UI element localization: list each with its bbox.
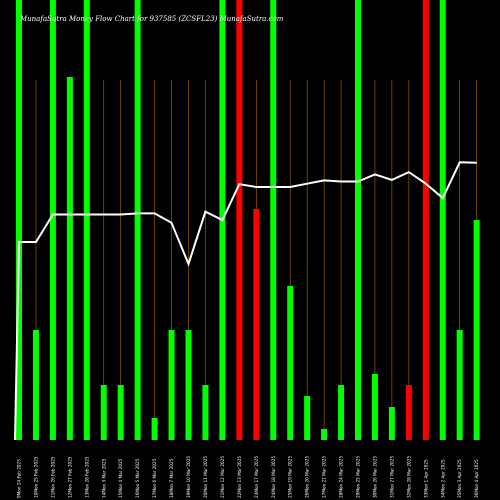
bar — [236, 0, 243, 440]
x-tick-label: 29Mon 25 Mar 2025 — [356, 456, 361, 498]
x-tick-label: 20Mon 11 Mar 2025 — [203, 456, 208, 498]
bar — [185, 330, 192, 440]
x-tick-label: 13Mon 28 Feb 2025 — [84, 456, 89, 498]
bar — [287, 286, 294, 440]
bar — [253, 209, 260, 440]
bar — [151, 418, 158, 440]
bar — [388, 407, 395, 440]
chart-title: MunafaSutra Money Flow Chart for 937585 … — [19, 15, 284, 23]
x-tick-label: 24Mon 18 Mar 2025 — [271, 456, 276, 498]
x-tick-label: 36Mon 4 Apr 2025 — [474, 459, 479, 498]
x-tick-label: 31Mon 27 Mar 2025 — [389, 456, 394, 498]
x-tick-label: 11Mon 26 Feb 2025 — [50, 456, 55, 498]
x-tick-label: 10Mon 25 Feb 2025 — [33, 456, 38, 498]
x-tick-label: 30Mon 26 Mar 2025 — [372, 456, 377, 498]
bar — [321, 429, 328, 440]
x-tick-label: 12Mon 27 Feb 2025 — [67, 456, 72, 498]
bar — [117, 385, 124, 440]
x-tick-label: 17Mon 6 Mar 2025 — [152, 458, 157, 498]
money-flow-line — [14, 161, 477, 441]
bar — [202, 385, 209, 440]
bar — [32, 330, 39, 440]
bar — [422, 0, 429, 440]
x-tick-label: 25Mon 19 Mar 2025 — [288, 456, 293, 498]
x-tick-label: 34Mon 2 Apr 2025 — [440, 459, 445, 498]
bar — [49, 0, 56, 440]
bar — [473, 220, 480, 440]
x-tick-label: 18Mon 7 Mar 2025 — [169, 458, 174, 498]
bar — [439, 0, 446, 440]
x-tick-label: 14Mon 3 Mar 2025 — [101, 458, 106, 498]
x-tick-label: 15Mon 4 Mar 2025 — [118, 458, 123, 498]
bar — [371, 374, 378, 440]
bar — [405, 385, 412, 440]
bar — [168, 330, 175, 440]
x-tick-label: 16Mon 5 Mar 2025 — [135, 458, 140, 498]
bar — [270, 0, 277, 440]
bar — [100, 385, 107, 440]
bar — [16, 0, 22, 440]
x-tick-label: 22Mon 13 Mar 2025 — [237, 456, 242, 498]
x-tick-label: 26Mon 20 Mar 2025 — [305, 456, 310, 498]
bar — [355, 0, 361, 440]
x-tick-labels: 9Mon 24 Feb 2025 10Mon 25 Feb 2025 11Mon 2… — [17, 456, 480, 498]
bar-series — [16, 0, 480, 440]
x-tick-label: 27Mon 21 Mar 2025 — [322, 456, 327, 498]
x-tick-label: 19Mon 10 Mar 2025 — [186, 456, 191, 498]
x-tick-label: 23Mon 17 Mar 2025 — [254, 456, 259, 498]
x-tick-label: 21Mon 12 Mar 2025 — [220, 456, 225, 498]
x-tick-label: 35Mon 3 Apr 2025 — [457, 459, 462, 498]
x-tick-label: 9Mon 24 Feb 2025 — [17, 459, 22, 498]
bar — [304, 396, 311, 440]
x-tick-label: 28Mon 24 Mar 2025 — [339, 456, 344, 498]
bar — [338, 385, 345, 440]
bar — [83, 0, 90, 440]
bar — [456, 330, 463, 440]
x-tick-label: 32Mon 28 Mar 2025 — [406, 456, 411, 498]
bar — [134, 0, 141, 440]
bar — [66, 77, 73, 440]
x-tick-label: 33Mon 1 Apr 2025 — [423, 459, 428, 498]
